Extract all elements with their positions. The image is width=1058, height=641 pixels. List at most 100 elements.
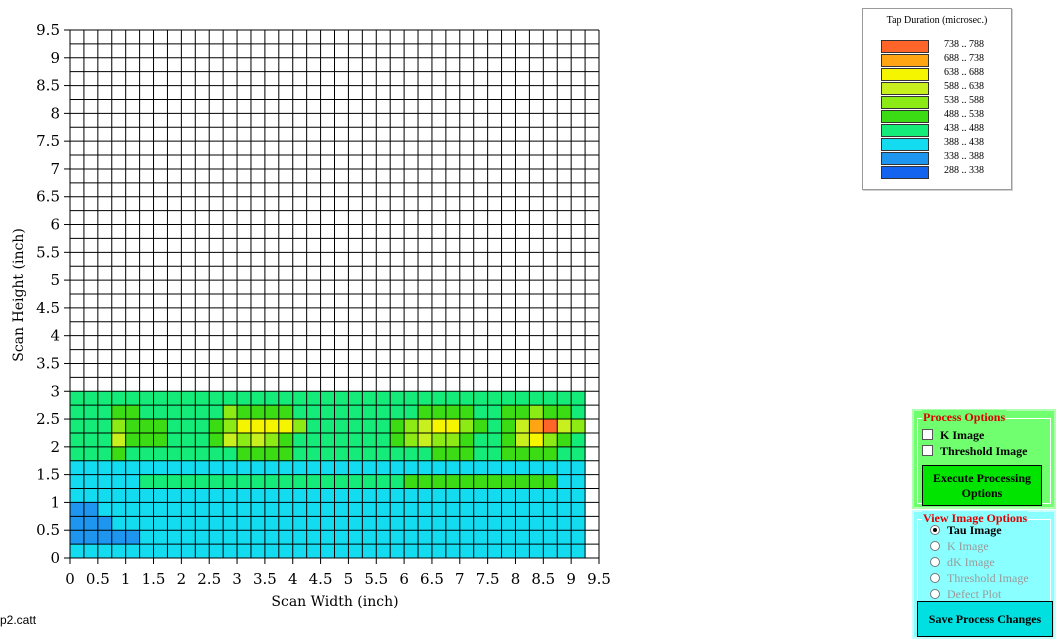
legend-swatch <box>881 54 929 67</box>
heatmap-cell <box>320 446 335 461</box>
threshold-image-checkbox[interactable] <box>922 445 933 456</box>
heatmap-cell <box>83 544 98 558</box>
heatmap-cell <box>195 419 210 433</box>
heatmap-cell <box>445 544 460 558</box>
heatmap-cell <box>557 405 572 420</box>
heatmap-cell <box>334 446 349 461</box>
heatmap-cell <box>445 446 460 461</box>
heatmap-cell <box>334 391 349 406</box>
heatmap-cell <box>306 530 321 545</box>
heatmap-cell <box>445 516 460 531</box>
y-tick-label: 2.5 <box>36 410 60 428</box>
heatmap-cell <box>223 432 238 447</box>
heatmap-cell <box>181 405 196 420</box>
heatmap-cell <box>571 405 586 420</box>
heatmap-cell <box>83 432 98 447</box>
x-tick-label: 9 <box>566 570 576 588</box>
heatmap-cell <box>237 488 251 503</box>
heatmap-cell <box>223 419 238 433</box>
radio-button[interactable] <box>930 541 940 551</box>
heatmap-cell <box>543 432 558 447</box>
heatmap-cell <box>320 432 335 447</box>
heatmap-cell <box>181 460 196 475</box>
save-process-changes-button[interactable]: Save Process Changes <box>917 601 1053 637</box>
legend-label: 438 .. 488 <box>944 123 984 134</box>
heatmap-cell <box>362 474 377 489</box>
x-tick-label: 3 <box>232 570 242 588</box>
heatmap-cell <box>445 391 460 406</box>
heatmap-cell <box>376 432 391 447</box>
y-tick-label: 1.5 <box>36 466 60 484</box>
heatmap-cell <box>487 474 502 489</box>
heatmap-cell <box>445 460 460 475</box>
heatmap-cell <box>459 432 474 447</box>
radio-button[interactable] <box>930 573 940 583</box>
legend-label: 738 .. 788 <box>944 39 984 50</box>
heatmap-cell <box>306 488 321 503</box>
x-tick-label: 2 <box>177 570 187 588</box>
heatmap-cell <box>320 544 335 558</box>
heatmap-cell <box>571 474 586 489</box>
heatmap-cell <box>83 502 98 517</box>
heatmap-cell <box>223 446 238 461</box>
heatmap-cell <box>390 530 405 545</box>
x-tick-label: 2.5 <box>197 570 221 588</box>
heatmap-cell <box>278 474 293 489</box>
y-tick-label: 0.5 <box>36 521 60 539</box>
heatmap-cell <box>431 460 446 475</box>
heatmap-cell <box>431 530 446 545</box>
legend-swatch <box>881 138 929 151</box>
heatmap-cell <box>418 516 432 531</box>
heatmap-cell <box>167 391 182 406</box>
k-image-checkbox[interactable] <box>922 429 933 440</box>
heatmap-cell <box>264 488 279 503</box>
heatmap-cell <box>195 391 210 406</box>
heatmap-cell <box>571 516 586 531</box>
heatmap-cell <box>348 488 363 503</box>
heatmap-cell <box>418 530 432 545</box>
heatmap-cell <box>459 460 474 475</box>
heatmap-cell <box>348 516 363 531</box>
heatmap-cell <box>529 474 544 489</box>
heatmap-cell <box>83 516 98 531</box>
heatmap-cell <box>459 488 474 503</box>
heatmap-cell <box>167 474 182 489</box>
heatmap-cell <box>223 474 238 489</box>
heatmap-cell <box>404 460 419 475</box>
heatmap-cell <box>543 502 558 517</box>
heatmap-cell <box>111 432 126 447</box>
heatmap-cell <box>153 460 168 475</box>
legend-swatch <box>881 166 929 179</box>
heatmap-cell <box>571 460 586 475</box>
heatmap-cell <box>111 530 126 545</box>
heatmap-cell <box>501 474 516 489</box>
heatmap-cell <box>390 474 405 489</box>
heatmap-cell <box>125 405 140 420</box>
heatmap-cell <box>571 530 586 545</box>
heatmap-cell <box>445 419 460 433</box>
heatmap-cell <box>390 419 405 433</box>
heatmap-cell <box>195 488 210 503</box>
heatmap-cell <box>390 460 405 475</box>
heatmap-cell <box>571 391 586 406</box>
heatmap-cell <box>473 530 488 545</box>
execute-processing-button[interactable]: Execute Processing Options <box>922 465 1042 506</box>
legend-swatch <box>881 68 929 81</box>
heatmap-cell <box>487 391 502 406</box>
heatmap-cell <box>97 405 112 420</box>
heatmap-cell <box>557 391 572 406</box>
heatmap-cell <box>376 419 391 433</box>
heatmap-cell <box>181 530 196 545</box>
heatmap-cell <box>70 530 84 545</box>
heatmap-cell <box>487 516 502 531</box>
heatmap-cell <box>97 419 112 433</box>
heatmap-cell <box>334 502 349 517</box>
heatmap-cell <box>292 432 307 447</box>
heatmap-cell <box>195 446 210 461</box>
heatmap-cell <box>473 446 488 461</box>
radio-button[interactable] <box>930 557 940 567</box>
heatmap-cell <box>376 516 391 531</box>
heatmap-cell <box>111 391 126 406</box>
radio-button[interactable] <box>930 525 940 535</box>
radio-button[interactable] <box>930 589 940 599</box>
